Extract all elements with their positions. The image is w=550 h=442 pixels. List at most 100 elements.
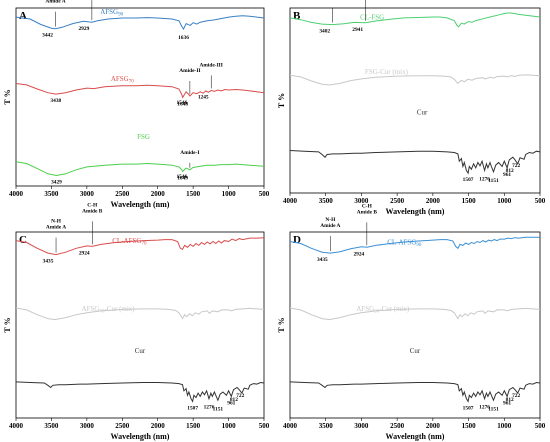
x-tick-label: 1000 bbox=[497, 422, 512, 430]
annotation-label: C-H bbox=[362, 203, 373, 209]
peak-annotation: Amide-III 1245 bbox=[198, 62, 223, 100]
x-tick-label: 1000 bbox=[222, 422, 237, 430]
panel-d: 4000 3500 3000 2500 2000 1500 1000 500 Wavelengt… bbox=[277, 203, 546, 441]
series-line-1 bbox=[289, 12, 541, 28]
annotation-value: 812 bbox=[506, 168, 514, 174]
panel-c: 4000 3500 3000 2500 2000 1500 1000 500 Wavelengt… bbox=[3, 202, 270, 441]
annotation-value: 961 bbox=[227, 400, 235, 406]
x-axis-title: Wavelength (nm) bbox=[386, 207, 445, 216]
series-label: Cur bbox=[417, 109, 428, 117]
annotation-value: 1151 bbox=[488, 178, 499, 184]
annotation-label: Amide B bbox=[357, 209, 378, 215]
peak-annotation: 3429 bbox=[51, 179, 62, 185]
x-tick-label: 1500 bbox=[186, 190, 201, 198]
annotation-label: C-H bbox=[87, 202, 98, 208]
series-line-3 bbox=[289, 150, 541, 175]
y-axis-title: T % bbox=[3, 89, 12, 104]
x-tick-label: 2000 bbox=[151, 422, 166, 430]
x-tick-label: 1500 bbox=[462, 197, 477, 205]
peak-annotation: 961 bbox=[503, 400, 511, 406]
annotation-value: 1151 bbox=[213, 406, 224, 412]
x-tick-label: 1500 bbox=[462, 422, 477, 430]
peak-annotation: 722 bbox=[236, 393, 244, 399]
annotation-label: Amide A bbox=[323, 0, 343, 1]
peak-annotation: Amide-I 1546 bbox=[176, 150, 199, 180]
annotation-label: Amide A bbox=[46, 225, 66, 231]
x-tick-label: 2000 bbox=[151, 190, 166, 198]
annotation-value: 2929 bbox=[78, 26, 89, 32]
annotation-value: 3402 bbox=[319, 29, 330, 35]
series-label: Cur bbox=[135, 347, 146, 355]
series-line-3 bbox=[15, 381, 265, 403]
peak-annotation: 812 bbox=[506, 168, 514, 174]
series-line-2 bbox=[15, 307, 265, 321]
annotation-label: N-H bbox=[325, 217, 336, 223]
peak-annotation: 1151 bbox=[488, 178, 499, 184]
x-tick-label: 4000 bbox=[9, 190, 24, 198]
panel-a: 4000 3500 3000 2500 2000 1500 1000 500 Wavelengt… bbox=[3, 0, 270, 209]
x-tick-label: 3500 bbox=[319, 422, 334, 430]
panel-letter: A bbox=[19, 10, 27, 22]
series-line-2 bbox=[15, 83, 265, 99]
peak-annotation: 1151 bbox=[213, 406, 224, 412]
annotation-value: 1151 bbox=[488, 406, 499, 412]
y-axis-title: T % bbox=[277, 317, 286, 332]
annotation-value: 2924 bbox=[353, 251, 364, 257]
x-tick-label: 4000 bbox=[283, 197, 298, 205]
peak-annotation: 722 bbox=[512, 393, 520, 399]
series-label: AFSG70 bbox=[111, 75, 134, 85]
x-axis-title: Wavelength (nm) bbox=[111, 200, 170, 209]
panel-b: 4000 3500 3000 2500 2000 1500 1000 500 Wavelengt… bbox=[277, 0, 546, 216]
peak-annotation: 1276 bbox=[479, 405, 490, 411]
series-line-2 bbox=[289, 307, 541, 321]
annotation-label: Amide-I bbox=[180, 150, 199, 156]
x-tick-label: 3000 bbox=[354, 197, 369, 205]
annotation-value: 3429 bbox=[51, 179, 62, 185]
series-line-3 bbox=[15, 161, 265, 177]
series-label: AFSG90-Cur (mix) bbox=[356, 305, 410, 315]
x-tick-label: 500 bbox=[259, 190, 270, 198]
annotation-value: 722 bbox=[512, 163, 520, 169]
series-label: Cur bbox=[410, 347, 421, 355]
annotation-value: 1507 bbox=[463, 405, 474, 411]
peak-annotation: 1276 bbox=[479, 177, 490, 183]
x-tick-label: 2000 bbox=[426, 197, 441, 205]
series-line-1 bbox=[15, 15, 265, 31]
peak-annotation: 1507 bbox=[187, 405, 198, 411]
series-label: CL-AFSG90 bbox=[387, 238, 422, 248]
peak-annotation: 722 bbox=[512, 163, 520, 169]
annotation-value: 961 bbox=[503, 172, 511, 178]
annotation-label: Amide B bbox=[82, 208, 103, 214]
x-tick-label: 500 bbox=[259, 422, 270, 430]
peak-annotation: 1507 bbox=[463, 177, 474, 183]
peak-annotation: 812 bbox=[230, 397, 238, 403]
annotation-value: 812 bbox=[506, 397, 514, 403]
annotation-label: N-H bbox=[51, 219, 62, 225]
y-axis-title: T % bbox=[3, 317, 12, 332]
plot-frame bbox=[289, 7, 541, 194]
series-label: AFSG90 bbox=[100, 8, 123, 18]
peak-annotation: 1636 bbox=[178, 35, 189, 41]
series-line-1 bbox=[289, 236, 540, 254]
x-tick-label: 500 bbox=[535, 422, 546, 430]
annotation-value: 1276 bbox=[204, 405, 215, 411]
annotation-value: 1507 bbox=[463, 177, 474, 183]
x-tick-label: 2500 bbox=[390, 197, 405, 205]
annotation-label: Amide A bbox=[45, 0, 65, 5]
x-tick-label: 3000 bbox=[354, 422, 369, 430]
panel-letter: D bbox=[293, 234, 301, 246]
annotation-value: 1636 bbox=[178, 35, 189, 41]
annotation-value: 1507 bbox=[187, 405, 198, 411]
panel-letter: B bbox=[293, 10, 301, 22]
annotation-value: 961 bbox=[503, 400, 511, 406]
series-label: AFSG70-Cur (mix) bbox=[82, 305, 136, 315]
annotation-label: Amide-II bbox=[179, 68, 200, 74]
